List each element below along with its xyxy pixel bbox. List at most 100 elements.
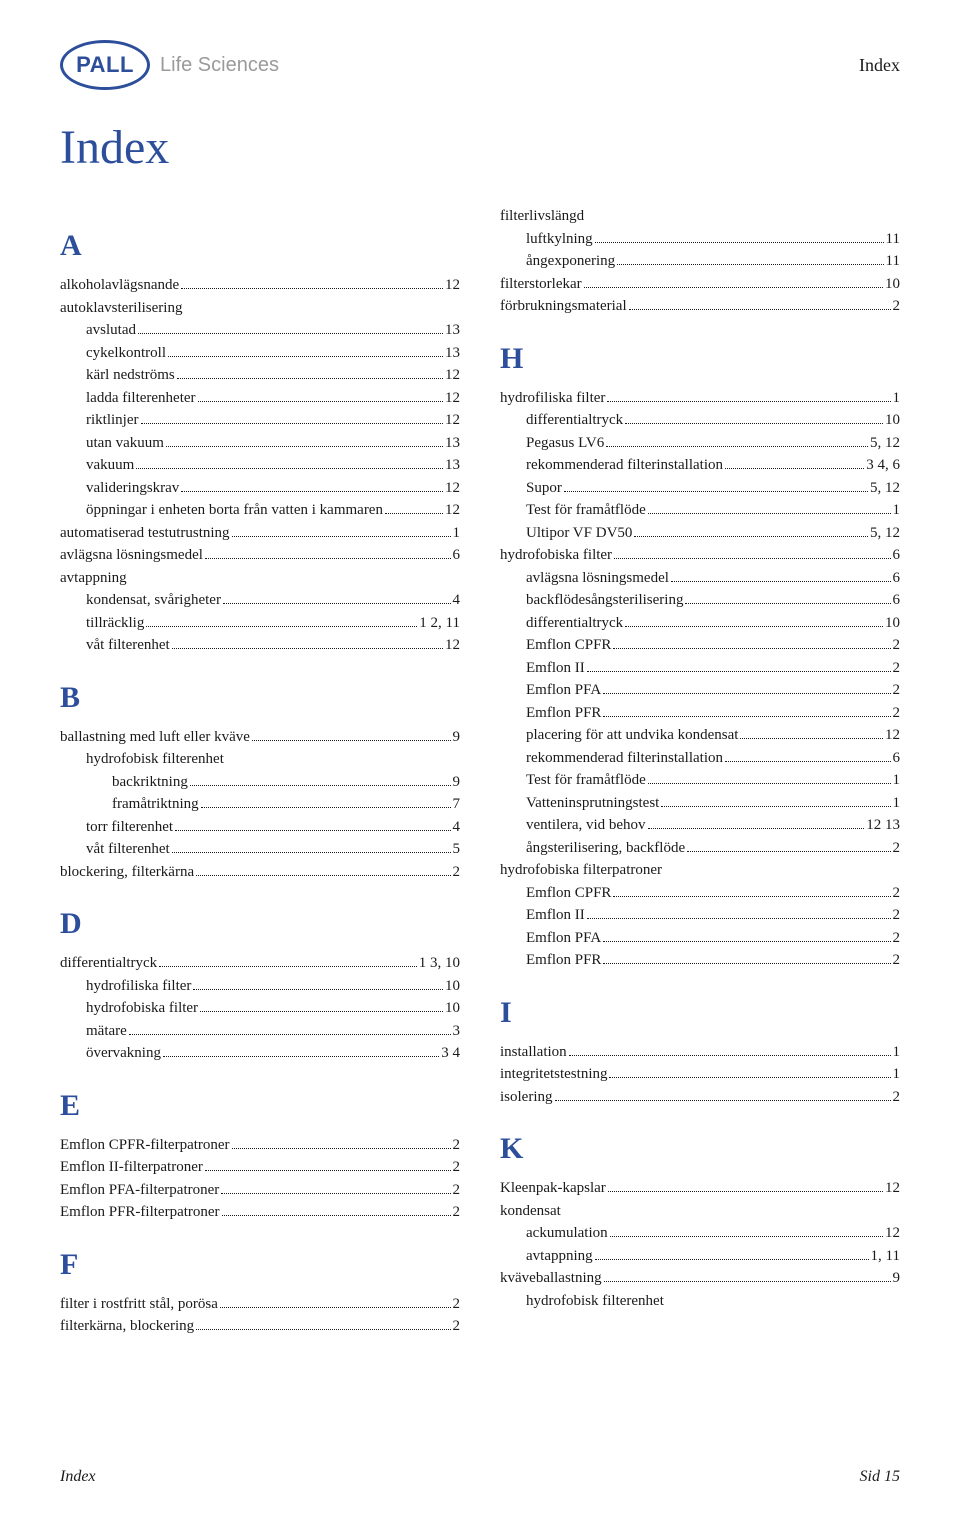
index-entry-leader [595,1246,869,1260]
index-entry-label: tillräcklig [86,612,144,635]
index-entry-page: 1 [893,499,901,522]
index-entry-label: alkoholavlägsnande [60,274,179,297]
index-entry-page: 2 [893,927,901,950]
index-entry-leader [587,658,891,672]
index-entry-leader [223,591,451,605]
index-entry-leader [608,1179,883,1193]
index-entry: Emflon CPFR2 [500,882,900,905]
index-entry-leader [221,1180,450,1194]
index-entry-leader [166,433,443,447]
index-entry-leader [587,906,891,920]
index-entry-page: 2 [893,295,901,318]
index-entry-page: 3 4 [441,1042,460,1065]
index-entry-page: 5, 12 [870,477,900,500]
index-entry: övervakning3 4 [60,1042,460,1065]
index-entry-page: 6 [893,567,901,590]
index-entry-leader [175,817,450,831]
index-entry-page: 13 [445,319,460,342]
index-entry-label: våt filterenhet [86,838,170,861]
index-entry-label: ångsterilisering, backflöde [526,837,685,860]
index-entry: autoklavsterilisering [60,297,460,320]
index-entry-label: hydrofiliska filter [500,387,605,410]
index-entry: öppningar i enheten borta från vatten i … [60,499,460,522]
index-entry-page: 9 [893,1267,901,1290]
index-entry-page: 1 [893,1041,901,1064]
index-entry-page: 2 [893,1086,901,1109]
index-entry-leader [190,772,451,786]
index-entry-leader [613,636,890,650]
index-entry-label: avslutad [86,319,136,342]
index-entry-page: 1 [893,387,901,410]
index-entry: placering för att undvika kondensat12 [500,724,900,747]
index-entry: Emflon PFA-filterpatroner2 [60,1179,460,1202]
index-entry-label: Emflon PFR-filterpatroner [60,1201,220,1224]
index-entry-leader [172,840,451,854]
index-entry-label: Pegasus LV6 [526,432,604,455]
footer-right: Sid 15 [860,1468,900,1486]
index-entry-leader [625,411,883,425]
index-entry-label: Emflon PFA [526,679,601,702]
index-entry: Emflon PFR2 [500,702,900,725]
index-entry: backriktning9 [60,771,460,794]
index-entry: cykelkontroll13 [60,342,460,365]
index-entry-label: Emflon II [526,904,585,927]
index-entry-page: 6 [453,544,461,567]
index-entry-label: hydrofobisk filterenhet [526,1290,664,1313]
index-entry-page: 12 [885,1177,900,1200]
index-entry-page: 12 [445,634,460,657]
index-entry-leader [200,999,443,1013]
index-entry-page: 2 [893,679,901,702]
index-entry: utan vakuum13 [60,432,460,455]
index-entry-page: 10 [445,975,460,998]
index-entry: hydrofobisk filterenhet [500,1290,900,1313]
index-entry-page: 3 [453,1020,461,1043]
index-entry: integritetstestning1 [500,1063,900,1086]
index-entry-label: automatiserad testutrustning [60,522,230,545]
index-entry: filterlivslängd [500,205,900,228]
index-entry: differentialtryck10 [500,612,900,635]
index-entry-label: Emflon CPFR-filterpatroner [60,1134,230,1157]
index-entry: ackumulation12 [500,1222,900,1245]
index-entry: torr filterenhet4 [60,816,460,839]
index-entry-label: backflödesångsterilisering [526,589,683,612]
index-entry-page: 10 [885,273,900,296]
index-entry-leader [385,501,443,515]
index-entry-label: Kleenpak-kapslar [500,1177,606,1200]
index-entry: vakuum13 [60,454,460,477]
index-letter: F [60,1242,460,1287]
index-entry-leader [625,613,883,627]
index-entry-label: hydrofobisk filterenhet [86,748,224,771]
index-entry-label: avlägsna lösningsmedel [526,567,669,590]
index-entry-label: Test för framåtflöde [526,769,646,792]
index-entry: riktlinjer12 [60,409,460,432]
index-entry-label: Emflon PFA [526,927,601,950]
index-entry-leader [555,1087,891,1101]
logo-text: PALL [76,52,134,78]
index-entry-page: 12 13 [866,814,900,837]
index-entry: Emflon II2 [500,657,900,680]
index-entry: kondensat [500,1200,900,1223]
index-entry-label: differentialtryck [526,409,623,432]
index-entry-leader [648,816,865,830]
index-entry-leader [603,703,890,717]
index-entry: Supor5, 12 [500,477,900,500]
index-entry: avtappning1, 11 [500,1245,900,1268]
index-entry-leader [634,523,868,537]
index-columns: Aalkoholavlägsnande12autoklavsteriliseri… [60,205,900,1338]
index-entry: ladda filterenheter12 [60,387,460,410]
index-entry-page: 2 [453,861,461,884]
index-entry: Emflon CPFR2 [500,634,900,657]
index-entry-leader [603,681,890,695]
index-entry-label: blockering, filterkärna [60,861,194,884]
index-entry-page: 12 [885,724,900,747]
index-entry: backflödesångsterilisering6 [500,589,900,612]
index-entry-label: Emflon II [526,657,585,680]
index-entry-label: hydrofiliska filter [86,975,191,998]
index-entry: rekommenderad filterinstallation3 4, 6 [500,454,900,477]
index-entry-label: kväveballastning [500,1267,602,1290]
index-entry: filterstorlekar10 [500,273,900,296]
index-entry: våt filterenhet5 [60,838,460,861]
index-entry-leader [196,862,450,876]
index-entry-leader [725,456,864,470]
index-entry-page: 1, 11 [871,1245,900,1268]
